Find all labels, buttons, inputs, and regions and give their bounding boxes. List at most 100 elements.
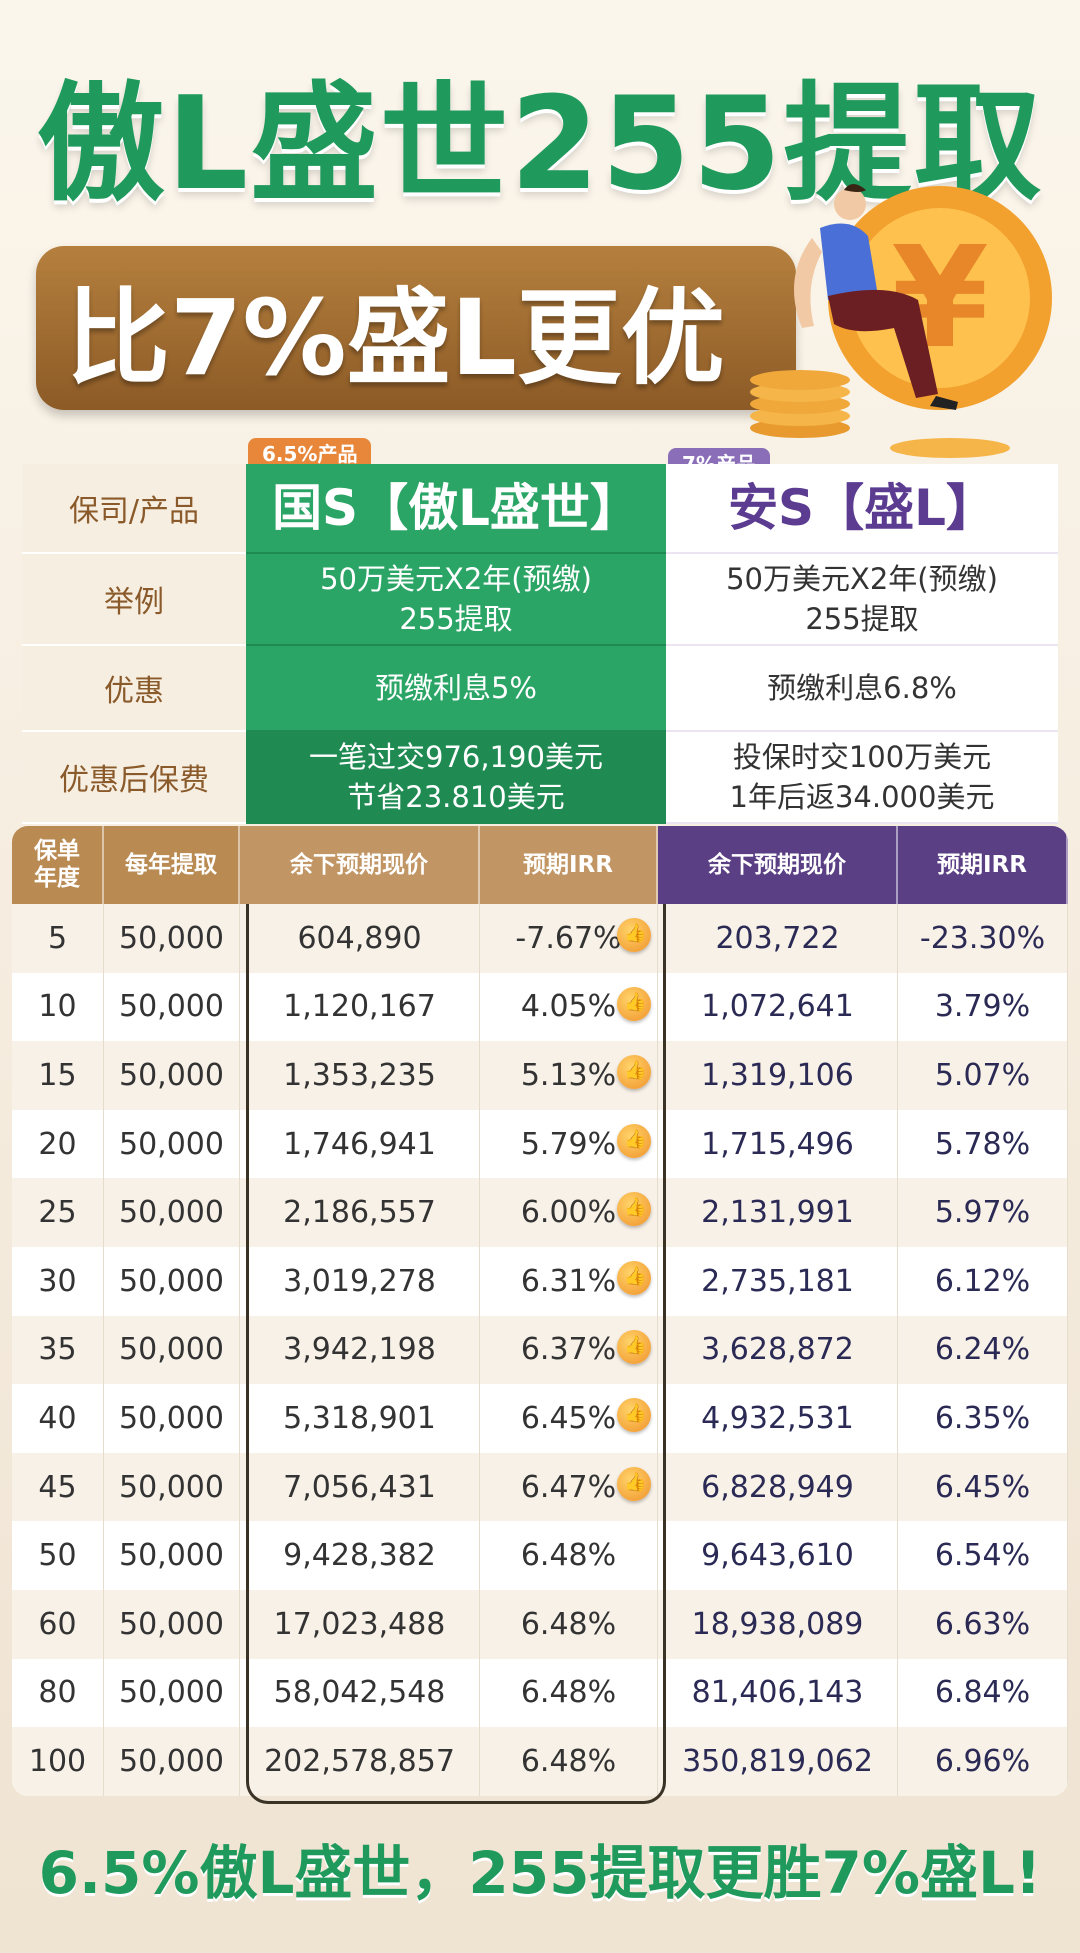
cell-as-cash-value: 1,319,106: [658, 1041, 898, 1110]
cell-policy-year: 5: [12, 904, 104, 973]
cell-annual-withdrawal: 50,000: [104, 904, 240, 973]
cell-annual-withdrawal: 50,000: [104, 1452, 240, 1522]
cell-gs-cash-value: 58,042,548: [240, 1658, 480, 1728]
cell-annual-withdrawal: 50,000: [104, 1041, 240, 1110]
cell-gs-cash-value: 3,942,198: [240, 1315, 480, 1385]
cell-as-irr: 5.97%: [898, 1178, 1068, 1247]
cell-policy-year: 80: [12, 1658, 104, 1728]
cell-as-cash-value: 2,735,181: [658, 1246, 898, 1316]
summary-label: 保司/产品: [22, 464, 246, 554]
footer-slogan: 6.5%傲L盛世，255提取更胜7%盛L!: [38, 1839, 1042, 1907]
cell-as-irr: 5.07%: [898, 1041, 1068, 1110]
table-row: 50 50,000 9,428,382 6.48% 9,643,610 6.54%: [12, 1521, 1068, 1590]
summary-label: 优惠后保费: [22, 732, 246, 824]
as-example-line: 50万美元X2年(预缴): [726, 562, 998, 596]
cell-annual-withdrawal: 50,000: [104, 1246, 240, 1316]
thumbs-up-icon: [617, 1192, 651, 1227]
table-header: 保单 年度 每年提取 余下预期现价 预期IRR 余下预期现价 预期IRR: [12, 826, 1068, 904]
cell-as-cash-value: 350,819,062: [658, 1727, 898, 1796]
cell-policy-year: 25: [12, 1178, 104, 1247]
cell-gs-irr: 6.48%: [480, 1521, 658, 1590]
cell-policy-year: 30: [12, 1246, 104, 1316]
header-as-irr: 预期IRR: [898, 826, 1068, 904]
thumbs-up-icon: [617, 1055, 651, 1090]
table-body: 550,000604,890-7.67%203,722-23.30%1050,0…: [12, 904, 1068, 1796]
cell-gs-irr: 6.37%: [480, 1315, 658, 1385]
thumbs-up-icon: [617, 918, 651, 952]
cell-annual-withdrawal: 50,000: [104, 1315, 240, 1385]
as-product-name: 安S【盛L】: [666, 464, 1058, 554]
summary-row-product: 保司/产品 国S【傲L盛世】 安S【盛L】: [22, 464, 1058, 554]
page-title: 傲L盛世255提取: [36, 70, 1044, 219]
cell-as-cash-value: 18,938,089: [658, 1589, 898, 1659]
cell-gs-cash-value: 1,353,235: [240, 1041, 480, 1110]
cell-policy-year: 15: [12, 1041, 104, 1110]
cell-annual-withdrawal: 50,000: [104, 972, 240, 1042]
cell-as-cash-value: 2,131,991: [658, 1178, 898, 1247]
cell-policy-year: 20: [12, 1109, 104, 1179]
summary-row-example: 举例 50万美元X2年(预缴) 255提取 50万美元X2年(预缴) 255提取: [22, 554, 1058, 646]
cell-annual-withdrawal: 50,000: [104, 1589, 240, 1659]
header-gs-cash-value: 余下预期现价: [240, 826, 480, 904]
cell-gs-cash-value: 9,428,382: [240, 1521, 480, 1590]
cell-policy-year: 35: [12, 1315, 104, 1385]
cell-as-cash-value: 1,072,641: [658, 972, 898, 1042]
cell-gs-cash-value: 1,746,941: [240, 1109, 480, 1179]
cell-policy-year: 50: [12, 1521, 104, 1590]
cell-gs-cash-value: 2,186,557: [240, 1178, 480, 1247]
cell-as-irr: -23.30%: [898, 904, 1068, 973]
cell-as-irr: 6.84%: [898, 1658, 1068, 1728]
gs-example-line: 50万美元X2年(预缴): [320, 562, 592, 596]
cell-as-irr: 5.78%: [898, 1109, 1068, 1179]
cell-gs-irr: 6.48%: [480, 1589, 658, 1659]
cell-policy-year: 10: [12, 972, 104, 1042]
comparison-banner: 比7%盛L更优: [36, 246, 796, 410]
cell-gs-irr: 4.05%: [480, 972, 658, 1042]
cell-as-cash-value: 3,628,872: [658, 1315, 898, 1385]
cell-gs-irr: 6.48%: [480, 1727, 658, 1796]
product-summary-table: 保司/产品 国S【傲L盛世】 安S【盛L】 举例 50万美元X2年(预缴) 25…: [22, 464, 1058, 824]
thumbs-up-icon: [617, 1260, 651, 1295]
cell-as-cash-value: 1,715,496: [658, 1109, 898, 1179]
as-premium: 投保时交100万美元 1年后返34.000美元: [666, 732, 1058, 824]
cell-policy-year: 60: [12, 1589, 104, 1659]
cell-annual-withdrawal: 50,000: [104, 1384, 240, 1453]
cell-annual-withdrawal: 50,000: [104, 1727, 240, 1796]
gs-example: 50万美元X2年(预缴) 255提取: [246, 554, 666, 646]
cell-annual-withdrawal: 50,000: [104, 1658, 240, 1728]
table-row: 60 50,000 17,023,488 6.48% 18,938,089 6.63%: [12, 1589, 1068, 1659]
cell-as-irr: 6.45%: [898, 1452, 1068, 1522]
as-example: 50万美元X2年(预缴) 255提取: [666, 554, 1058, 646]
as-premium-line: 1年后返34.000美元: [729, 780, 995, 814]
cell-gs-irr: 6.00%: [480, 1178, 658, 1247]
header-gs-irr: 预期IRR: [480, 826, 658, 904]
cell-gs-irr: 5.79%: [480, 1109, 658, 1179]
cell-as-irr: 6.54%: [898, 1521, 1068, 1590]
gs-premium: 一笔过交976,190美元 节省23.810美元: [246, 732, 666, 824]
summary-label: 优惠: [22, 646, 246, 732]
gs-product-name: 国S【傲L盛世】: [246, 464, 666, 554]
cell-as-irr: 6.12%: [898, 1246, 1068, 1316]
as-premium-line: 投保时交100万美元: [732, 740, 992, 774]
cell-gs-cash-value: 604,890: [240, 904, 480, 973]
gs-example-line: 255提取: [399, 602, 513, 636]
cell-as-cash-value: 4,932,531: [658, 1384, 898, 1453]
cell-policy-year: 40: [12, 1384, 104, 1453]
cell-annual-withdrawal: 50,000: [104, 1109, 240, 1179]
cell-gs-cash-value: 7,056,431: [240, 1452, 480, 1522]
cell-gs-irr: 6.45%: [480, 1384, 658, 1453]
cell-gs-irr: 6.31%: [480, 1246, 658, 1316]
cell-gs-irr: 6.47%: [480, 1452, 658, 1522]
cell-as-cash-value: 81,406,143: [658, 1658, 898, 1728]
cell-as-irr: 6.63%: [898, 1589, 1068, 1659]
thumbs-up-icon: [617, 1466, 651, 1501]
cell-as-irr: 6.96%: [898, 1727, 1068, 1796]
cell-gs-irr: 5.13%: [480, 1041, 658, 1110]
cell-as-irr: 6.35%: [898, 1384, 1068, 1453]
